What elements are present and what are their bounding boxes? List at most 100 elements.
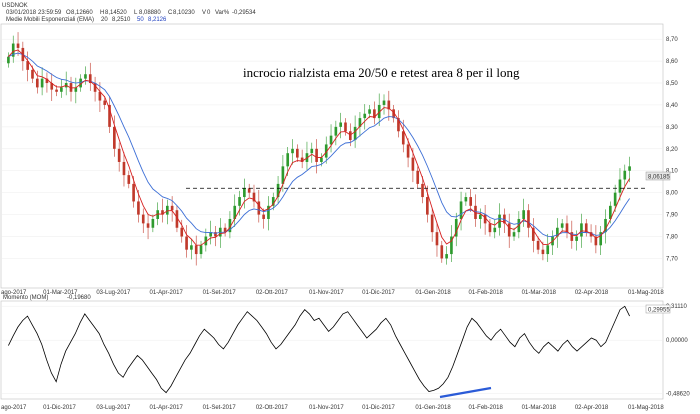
candle-body — [281, 166, 285, 184]
candle-body — [175, 210, 179, 228]
last-price-value: 8,06185 — [648, 175, 670, 181]
candle-body — [310, 148, 314, 154]
candle-body — [488, 223, 492, 233]
price-tick-label: 8,60 — [666, 59, 678, 65]
candle-body — [79, 78, 82, 88]
candle-body — [267, 205, 270, 219]
var-label: Var% — [215, 10, 230, 16]
candle-body — [40, 78, 44, 88]
volume-label: V — [202, 10, 206, 16]
candle-body — [170, 205, 174, 211]
price-x-tick-label: 01-Set-2017 — [203, 290, 237, 296]
momentum-x-tick-label: 01-Nov-2017 — [309, 405, 344, 411]
price-x-axis: ago-2017 01-Mar-2017 03-Lug-2017 01-Apr-201… — [1, 290, 664, 296]
candle-body — [122, 161, 126, 176]
momentum-x-tick-label: 01-Apr-2017 — [150, 405, 184, 411]
candle-body — [296, 148, 299, 158]
momentum-x-tick-label: 02-Apr-2018 — [575, 405, 609, 411]
momentum-x-tick-label: 01-Feb-2018 — [469, 405, 504, 411]
candle-body — [238, 197, 241, 206]
candle-body — [604, 218, 607, 233]
momentum-name: Momento (MOM) — [3, 295, 48, 301]
price-pane-frame — [0, 23, 664, 289]
ema-20-line — [8, 49, 630, 246]
price-x-tick-label: 03-Lug-2017 — [96, 290, 131, 296]
price-x-tick-label: 01-Mar-2017 — [43, 290, 78, 296]
ema-50-line — [8, 52, 630, 237]
candle-body — [257, 201, 261, 215]
momentum-x-tick-label: 01-Mag-2018 — [628, 405, 664, 411]
candle-body — [368, 109, 371, 114]
candle-body — [137, 201, 140, 215]
candle-body — [243, 188, 246, 198]
candle-body — [50, 83, 54, 90]
candle-body — [300, 157, 304, 162]
candle-body — [103, 100, 107, 105]
bar-date: 03/01/2018 — [6, 10, 37, 16]
candle-body — [45, 78, 49, 84]
candle-body — [271, 197, 275, 206]
candle-body — [262, 214, 265, 219]
price-tick-label: 8,20 — [666, 147, 678, 153]
candle-body — [397, 118, 400, 132]
annotation-text: incrocio rialzista ema 20/50 e retest ar… — [243, 65, 520, 80]
candle-body — [435, 232, 439, 246]
candle-body — [26, 61, 29, 70]
candle-body — [344, 122, 347, 132]
candle-body — [401, 131, 405, 145]
candle-body — [584, 223, 588, 233]
price-tick-label: 8,70 — [666, 37, 678, 43]
candle-body — [161, 210, 164, 215]
open-value: 8,12660 — [71, 10, 93, 16]
ema1-value: 8,2510 — [112, 17, 131, 23]
candle-body — [556, 227, 559, 237]
candle-body — [190, 245, 193, 250]
candle-body — [609, 205, 612, 219]
volume-value: 0 — [207, 10, 211, 16]
momentum-x-tick-label: 01-Gen-2018 — [415, 405, 451, 411]
candle-body — [233, 205, 237, 219]
candle-body — [392, 109, 395, 119]
candle-body — [411, 157, 415, 171]
candle-body — [426, 197, 429, 215]
price-tick-label: 7,80 — [666, 235, 678, 241]
candle-body — [204, 236, 208, 246]
candle-body — [113, 126, 116, 149]
candle-body — [165, 205, 169, 215]
candle-body — [315, 148, 318, 162]
candle-body — [11, 43, 15, 57]
momentum-x-tick-label: 01-Dic-2017 — [362, 405, 395, 411]
candle-body — [286, 153, 290, 167]
candle-body — [185, 236, 188, 250]
candle-body — [512, 232, 516, 237]
candle-body — [339, 122, 342, 127]
momentum-x-tick-label: 03-Lug-2017 — [96, 405, 131, 411]
candle-body — [377, 104, 381, 119]
close-value: 8,10230 — [173, 10, 195, 16]
momentum-value: -0,19680 — [67, 295, 91, 301]
candle-body — [60, 87, 63, 92]
candle-body — [358, 118, 362, 127]
candle-body — [580, 223, 583, 237]
candle-body — [209, 232, 212, 237]
candle-body — [214, 232, 217, 237]
candle-body — [575, 236, 578, 241]
candle-body — [35, 78, 39, 88]
candle-body — [363, 113, 367, 119]
candle-body — [7, 56, 10, 64]
candle-body — [31, 69, 34, 79]
momentum-trend-line — [439, 386, 492, 399]
price-axis-ticks: 8,70 8,60 8,50 8,40 8,30 8,20 8,10 8,00 7,90 7,80… — [666, 37, 678, 262]
candle-body — [546, 245, 550, 255]
candle-body — [522, 210, 525, 219]
candle-body — [84, 74, 87, 79]
price-x-tick-label: 01-Feb-2018 — [469, 290, 504, 296]
price-grid — [1, 38, 663, 259]
price-pane: 8,70 8,60 8,50 8,40 8,30 8,20 8,10 8,00 7,90 7,80… — [0, 23, 678, 296]
candle-body — [324, 144, 328, 158]
price-tick-label: 8,40 — [666, 103, 678, 109]
candle-body — [536, 240, 540, 250]
candle-body — [421, 183, 424, 198]
momentum-x-tick-label: ago-2017 — [1, 405, 27, 411]
